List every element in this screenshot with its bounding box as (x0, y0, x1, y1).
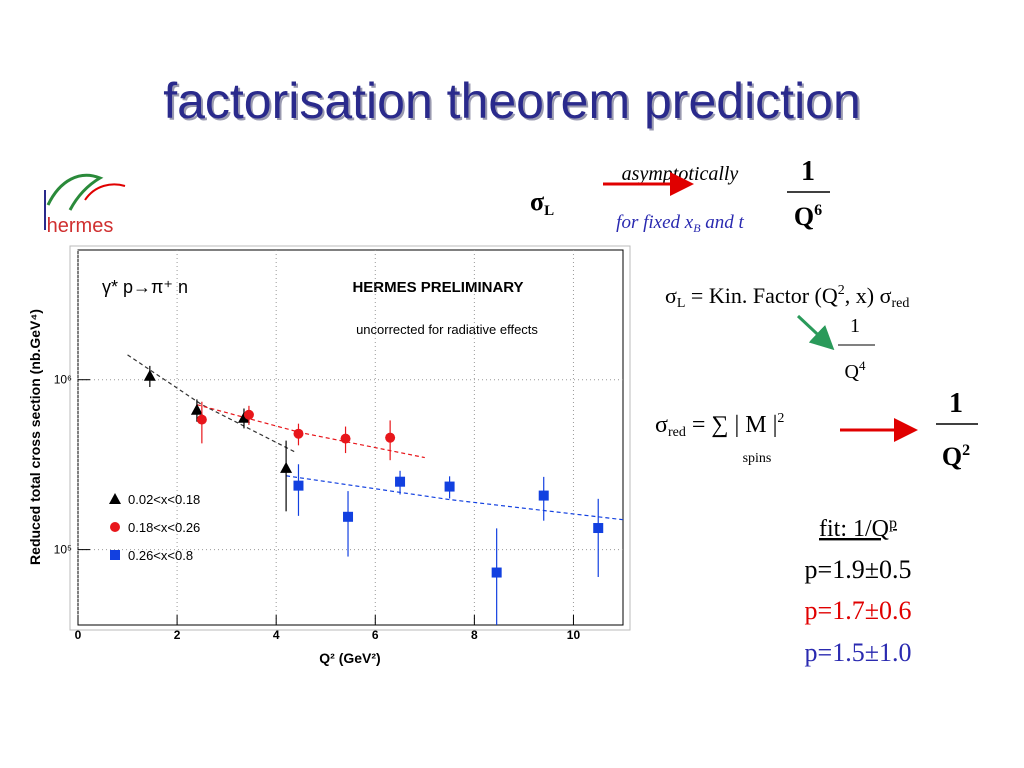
plot-area (127, 354, 623, 625)
text: and t (701, 212, 745, 233)
subscript: B (693, 221, 701, 235)
point (196, 414, 207, 425)
legend-label: 0.02<x<0.18 (128, 492, 200, 507)
x-tick-label: 0 (75, 628, 82, 642)
reaction: γ* p→π⁺ n (102, 277, 188, 297)
y-tick-label: 10⁵ (54, 543, 72, 557)
text: σ (665, 283, 677, 308)
point (395, 476, 406, 487)
fit-result: p=1.7±0.6 (805, 596, 912, 625)
superscript: 2 (838, 283, 845, 298)
legend-marker (110, 522, 120, 532)
denominator: Q4 (845, 358, 866, 383)
point (385, 432, 396, 443)
fit-line (286, 475, 623, 521)
x-tick-label: 4 (273, 628, 280, 642)
denominator: Q2 (942, 442, 970, 471)
text: = Kin. Factor (Q (685, 283, 837, 308)
point (293, 480, 304, 491)
text: Q (942, 442, 962, 471)
subscript: L (677, 296, 686, 311)
legend-label: 0.18<x<0.26 (128, 520, 200, 535)
numerator: 1 (801, 156, 815, 187)
point (190, 403, 203, 415)
superscript: 6 (814, 202, 822, 219)
numerator: 1 (949, 388, 963, 419)
text: Q (845, 361, 860, 383)
x-tick-label: 6 (372, 628, 379, 642)
subscript: red (668, 425, 686, 440)
text: for fixed x (616, 212, 694, 233)
equation: σL = Kin. Factor (Q2, x) σred (665, 283, 909, 311)
x-tick-label: 8 (471, 628, 478, 642)
logo-text: hermes (47, 215, 114, 237)
point (538, 490, 549, 501)
point (293, 428, 304, 439)
numerator: 1 (850, 315, 860, 337)
legend-label: 0.26<x<0.8 (128, 548, 193, 563)
slide-title: factorisation theorem prediction (163, 73, 861, 129)
fit-heading: fit: 1/Qp (819, 515, 897, 542)
y-axis-label: Reduced total cross section (nb.GeV⁴) (27, 309, 43, 565)
condition: for fixed xB and t (616, 212, 744, 235)
logo-wing (46, 173, 104, 211)
sigma-l: σL (530, 187, 554, 219)
logo: hermes (44, 173, 126, 237)
text: , x) σ (845, 283, 892, 308)
denominator: Q6 (794, 202, 822, 231)
fit-line (127, 354, 297, 454)
superscript: p (889, 515, 897, 532)
plot-frame (77, 249, 624, 626)
legend-marker (109, 493, 121, 504)
y-tick-label: 10⁶ (54, 373, 72, 387)
fit-result: p=1.9±0.5 (805, 555, 912, 584)
x-tick-label: 2 (174, 628, 181, 642)
text: = ∑ | M | (686, 412, 778, 438)
point (237, 411, 250, 423)
text: σ (655, 412, 668, 438)
fit-result: p=1.5±1.0 (805, 638, 912, 667)
point (593, 523, 604, 534)
point (491, 567, 502, 578)
legend-marker (110, 550, 120, 560)
annotation: uncorrected for radiative effects (356, 322, 538, 337)
point (343, 511, 354, 522)
chart-border (69, 245, 631, 631)
arrow (796, 314, 835, 351)
subscript: L (544, 203, 554, 219)
subscript: red (891, 296, 909, 311)
point (280, 461, 293, 473)
point (243, 409, 254, 420)
superscript: 2 (777, 411, 784, 426)
logo-wing (84, 183, 126, 201)
sum-index: spins (743, 451, 772, 466)
superscript: 2 (962, 442, 970, 459)
x-tick-label: 10 (567, 628, 581, 642)
asymptotically: asymptotically (622, 163, 739, 185)
text: Q (794, 202, 814, 231)
symbol: σ (530, 187, 544, 216)
equation: σred = ∑ | M |2 (655, 411, 784, 440)
superscript: 4 (859, 358, 866, 373)
x-axis-label: Q² (GeV²) (319, 650, 380, 666)
point (143, 369, 156, 381)
chart-title: HERMES PRELIMINARY (352, 279, 523, 296)
text: fit: 1/Q (819, 516, 889, 542)
chart: HERMES PRELIMINARY uncorrected for radia… (27, 245, 631, 666)
point (340, 433, 351, 444)
title-shadow: factorisation theorem prediction (165, 75, 863, 131)
point (444, 481, 455, 492)
